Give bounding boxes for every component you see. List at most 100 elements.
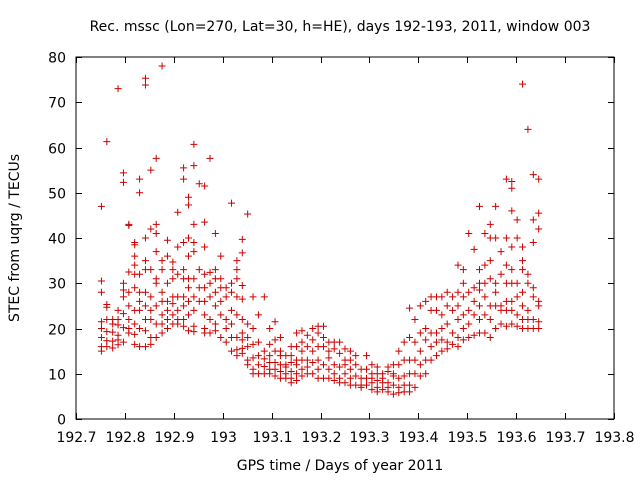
data-point (384, 367, 392, 375)
data-point (190, 220, 198, 228)
data-point (476, 202, 483, 210)
data-point (293, 361, 301, 369)
data-point (184, 297, 192, 305)
data-point (341, 379, 349, 387)
data-point (389, 390, 397, 398)
data-point (443, 345, 451, 353)
data-point (519, 266, 527, 274)
data-point (152, 220, 160, 228)
data-point (152, 320, 160, 328)
data-point (131, 320, 139, 328)
data-point (141, 81, 149, 89)
data-point (422, 336, 430, 344)
data-point (508, 207, 516, 215)
data-point (535, 209, 543, 217)
data-point (184, 252, 192, 260)
data-point (513, 311, 521, 319)
data-point (336, 338, 344, 346)
data-point (254, 370, 262, 378)
data-point (314, 365, 322, 373)
data-point (319, 343, 327, 351)
data-point (470, 245, 478, 253)
data-point (432, 352, 440, 360)
data-point (486, 220, 494, 228)
data-point (136, 306, 144, 314)
data-point (238, 249, 246, 257)
data-point (260, 363, 268, 371)
data-point (119, 279, 127, 287)
data-point (373, 363, 381, 371)
data-point (303, 343, 311, 351)
data-point (233, 257, 241, 265)
data-point (459, 311, 467, 319)
data-point (492, 288, 500, 296)
data-point (459, 279, 467, 287)
data-point (454, 302, 462, 310)
data-point (249, 354, 257, 362)
data-point (249, 293, 257, 301)
data-point (432, 338, 440, 346)
data-point (502, 234, 510, 242)
data-point (535, 302, 543, 310)
data-point (97, 288, 105, 296)
data-point (411, 338, 419, 346)
data-point (266, 325, 274, 332)
data-point (287, 358, 295, 366)
data-point (470, 331, 478, 339)
data-point (325, 347, 333, 355)
data-point (201, 311, 209, 319)
x-tick-label: 192.8 (105, 430, 145, 446)
data-point (211, 302, 219, 310)
data-point (276, 334, 284, 342)
data-point (206, 293, 214, 301)
data-point (109, 328, 117, 336)
data-point (125, 268, 133, 276)
y-tick-label: 60 (48, 142, 66, 158)
data-point (416, 361, 424, 369)
data-point (222, 293, 230, 301)
data-point (427, 343, 435, 351)
data-point (131, 340, 139, 348)
data-point (131, 330, 139, 338)
data-point (163, 297, 171, 305)
y-tick-label: 80 (48, 51, 66, 67)
data-point (163, 236, 171, 244)
data-point (97, 347, 105, 355)
data-point (406, 388, 414, 396)
data-point (497, 270, 505, 278)
data-point (486, 257, 494, 265)
data-point (406, 334, 414, 342)
data-point (476, 302, 483, 310)
data-point (254, 311, 262, 319)
data-point (513, 279, 521, 287)
data-point (147, 340, 155, 348)
data-point (238, 336, 246, 344)
plot-frame (75, 56, 615, 420)
data-point (114, 85, 122, 93)
data-point (147, 293, 155, 301)
data-point (379, 386, 387, 394)
x-tick-label: 193.2 (301, 430, 341, 446)
data-point (233, 334, 241, 342)
data-point (309, 325, 317, 332)
data-point (211, 320, 219, 328)
data-point (180, 239, 188, 247)
data-point (180, 293, 188, 301)
data-point (508, 243, 516, 251)
data-point (470, 311, 478, 319)
data-point (422, 297, 430, 305)
data-point (119, 169, 127, 177)
data-point (190, 275, 198, 283)
data-point (486, 315, 494, 323)
data-point (293, 370, 301, 378)
data-points (97, 62, 543, 398)
data-point (201, 284, 209, 292)
data-point (125, 315, 133, 323)
data-point (211, 288, 219, 296)
data-point (233, 293, 241, 301)
data-point (336, 349, 344, 357)
data-point (341, 361, 349, 369)
data-point (346, 374, 354, 382)
data-point (119, 178, 127, 186)
